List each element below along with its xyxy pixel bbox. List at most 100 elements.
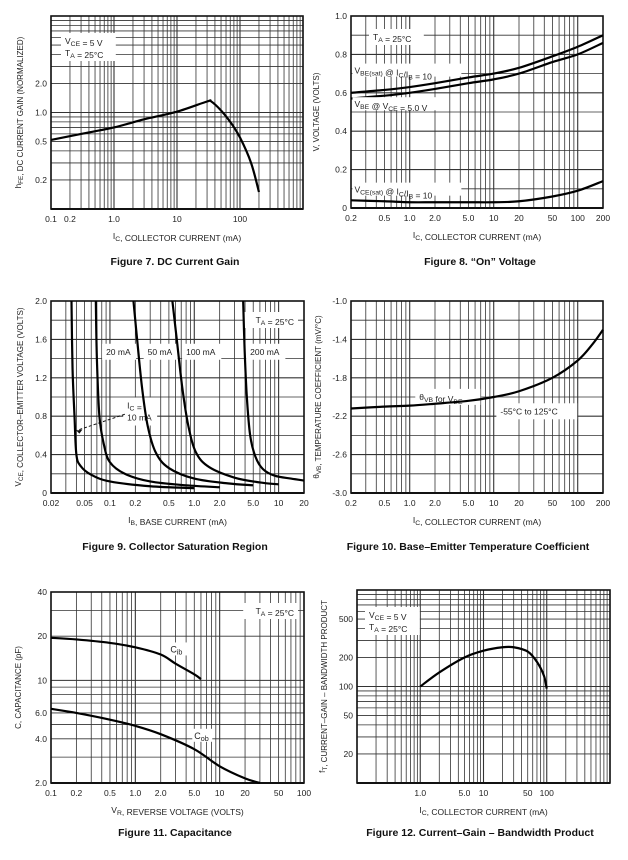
figure-11-caption: Figure 11. Capacitance	[118, 827, 232, 839]
fig11-x-axis-label: VR, REVERSE VOLTAGE (VOLTS)	[111, 805, 244, 817]
fig9-x-tick-label: 0.2	[129, 498, 141, 508]
fig7-y-tick-label: 0.5	[35, 137, 47, 147]
annotation-background	[246, 343, 286, 360]
fig7-annotation: VCE = 5 V	[65, 36, 103, 48]
fig11-x-tick-label: 1.0	[129, 788, 141, 798]
fig10-y-tick-label: -3.0	[332, 488, 347, 498]
fig7-series-h-fe	[50, 99, 261, 193]
fig11-x-tick-label: 100	[297, 788, 311, 798]
fig9-x-tick-label: 1.0	[188, 498, 200, 508]
fig8-series-label: VCE(sat) @ IC/IB = 10	[354, 185, 432, 201]
fig9-x-tick-label: 20	[299, 498, 309, 508]
fig10-x-tick-label: 20	[514, 498, 524, 508]
series-label-background	[352, 97, 442, 111]
fig8-x-tick-label: 50	[548, 213, 558, 223]
fig7-y-tick-label: 2.0	[35, 78, 47, 88]
fig8-series-v-ce-sat-i-c-i-b-10	[350, 180, 604, 204]
fig8-y-axis-label: V, VOLTAGE (VOLTS)	[312, 72, 321, 151]
fig12-y-tick-label: 100	[339, 682, 353, 692]
fig9-y-tick-label: 0	[42, 488, 47, 498]
fig7-x-tick-label: 10	[172, 214, 182, 224]
fig9-annotation: 20 mA	[106, 347, 131, 357]
fig8-series-label: VBE(sat) @ IC/IB = 10	[354, 66, 432, 82]
fig11-y-tick-label: 10	[38, 675, 48, 685]
fig12-x-tick-label: 5.0	[459, 788, 471, 798]
fig10-series--vb-for-v-be	[350, 329, 604, 410]
fig9-x-tick-label: 0.1	[104, 498, 116, 508]
fig8-y-tick-label: 0.6	[335, 88, 347, 98]
fig9-series-i-c-10-ma	[70, 300, 195, 490]
annotation-background	[369, 29, 424, 45]
fig11-series-label: Cob	[194, 731, 209, 743]
fig7-x-tick-label: 0.1	[45, 214, 57, 224]
fig7-y-tick-label: 1.0	[35, 108, 47, 118]
fig12-x-tick-label: 10	[479, 788, 489, 798]
annotation-background	[243, 312, 298, 328]
fig10-x-tick-label: 0.5	[379, 498, 391, 508]
fig9-annotation: IC =	[127, 401, 142, 413]
fig12-y-axis-label: fT, CURRENT–GAIN – BANDWIDTH PRODUCT	[318, 600, 329, 773]
fig10-y-tick-label: -2.6	[332, 450, 347, 460]
fig8-series-label: VBE @ VCE = 5.0 V	[354, 99, 427, 113]
fig11-y-tick-label: 6.0	[35, 708, 47, 718]
annotation-background	[365, 607, 420, 635]
fig10-y-tick-label: -2.2	[332, 411, 347, 421]
fig7-annotation: TA = 25°C	[65, 48, 103, 60]
annotation-background	[123, 397, 158, 426]
fig7-x-tick-label: 100	[233, 214, 247, 224]
fig9-x-tick-label: 5.0	[247, 498, 259, 508]
fig9-y-tick-label: 0.8	[35, 411, 47, 421]
fig8-y-tick-label: 0	[342, 203, 347, 213]
annotation-background	[243, 603, 298, 619]
fig9-series-100-ma	[171, 300, 279, 486]
fig8-y-tick-label: 0.2	[335, 165, 347, 175]
fig11-x-tick-label: 10	[215, 788, 225, 798]
fig8-x-tick-label: 20	[514, 213, 524, 223]
fig10-x-tick-label: 2.0	[429, 498, 441, 508]
fig9-series-20-ma	[94, 300, 220, 489]
fig7-y-tick-label: 0.2	[35, 175, 47, 185]
fig9-annotation: 100 mA	[186, 347, 216, 357]
fig8-y-tick-label: 0.8	[335, 49, 347, 59]
fig12-y-tick-label: 500	[339, 614, 353, 624]
fig11-series-c-ib	[50, 636, 202, 681]
fig12-series-f-t	[419, 645, 548, 689]
fig12-y-tick-label: 20	[344, 749, 354, 759]
figure-10-caption: Figure 10. Base–Emitter Temperature Coef…	[346, 541, 590, 553]
fig12-annotation: TA = 25°C	[369, 622, 407, 634]
fig11-x-tick-label: 2.0	[155, 788, 167, 798]
fig11-y-tick-label: 2.0	[35, 778, 47, 788]
fig10-y-tick-label: -1.0	[332, 296, 347, 306]
fig10-x-tick-label: 10	[489, 498, 499, 508]
series-label-background	[352, 182, 462, 196]
fig8-chart: 0.2 0.5 1.0 2.0 5.0 10 20 50 100 20000.20.40.60.8…	[312, 11, 610, 242]
fig8-x-tick-label: 2.0	[429, 213, 441, 223]
fig8-x-tick-label: 1.0	[404, 213, 416, 223]
fig11-x-tick-label: 20	[240, 788, 250, 798]
fig8-x-tick-label: 5.0	[463, 213, 475, 223]
fig7-x-tick-label: 0.2	[64, 214, 76, 224]
fig9-x-axis-label: IB, BASE CURRENT (mA)	[128, 515, 227, 527]
fig8-series-v-be-sat-i-c-i-b-10	[350, 34, 604, 94]
fig8-x-tick-label: 10	[489, 213, 499, 223]
series-label-background	[352, 63, 462, 77]
fig11-x-tick-label: 0.5	[104, 788, 116, 798]
fig8-x-tick-label: 100	[571, 213, 585, 223]
fig11-series-c-ob	[50, 707, 261, 785]
fig9-chart: 0.02 0.05 0.1 0.2 0.5 1.0 2.0 5.0 10 20 0 0.4 0.8 1.2…	[14, 296, 309, 527]
fig11-y-tick-label: 20	[38, 631, 48, 641]
fig8-y-tick-label: 0.4	[335, 126, 347, 136]
fig11-x-tick-label: 5.0	[188, 788, 200, 798]
fig10-x-axis-label: IC, COLLECTOR CURRENT (mA)	[413, 515, 542, 527]
fig9-x-tick-label: 0.5	[163, 498, 175, 508]
fig11-x-tick-label: 0.2	[70, 788, 82, 798]
figure-8-caption: Figure 8. “On” Voltage	[424, 256, 536, 268]
fig10-x-tick-label: 5.0	[463, 498, 475, 508]
fig9-annotation: TA = 25°C	[256, 315, 294, 327]
fig11-grid	[50, 591, 305, 784]
fig8-x-axis-label: IC, COLLECTOR CURRENT (mA)	[413, 230, 542, 242]
fig12-annotation: VCE = 5 V	[369, 610, 407, 622]
fig7-y-axis-label: hFE, DC CURRENT GAIN (NORMALIZED)	[14, 36, 25, 188]
fig11-y-tick-label: 4.0	[35, 734, 47, 744]
